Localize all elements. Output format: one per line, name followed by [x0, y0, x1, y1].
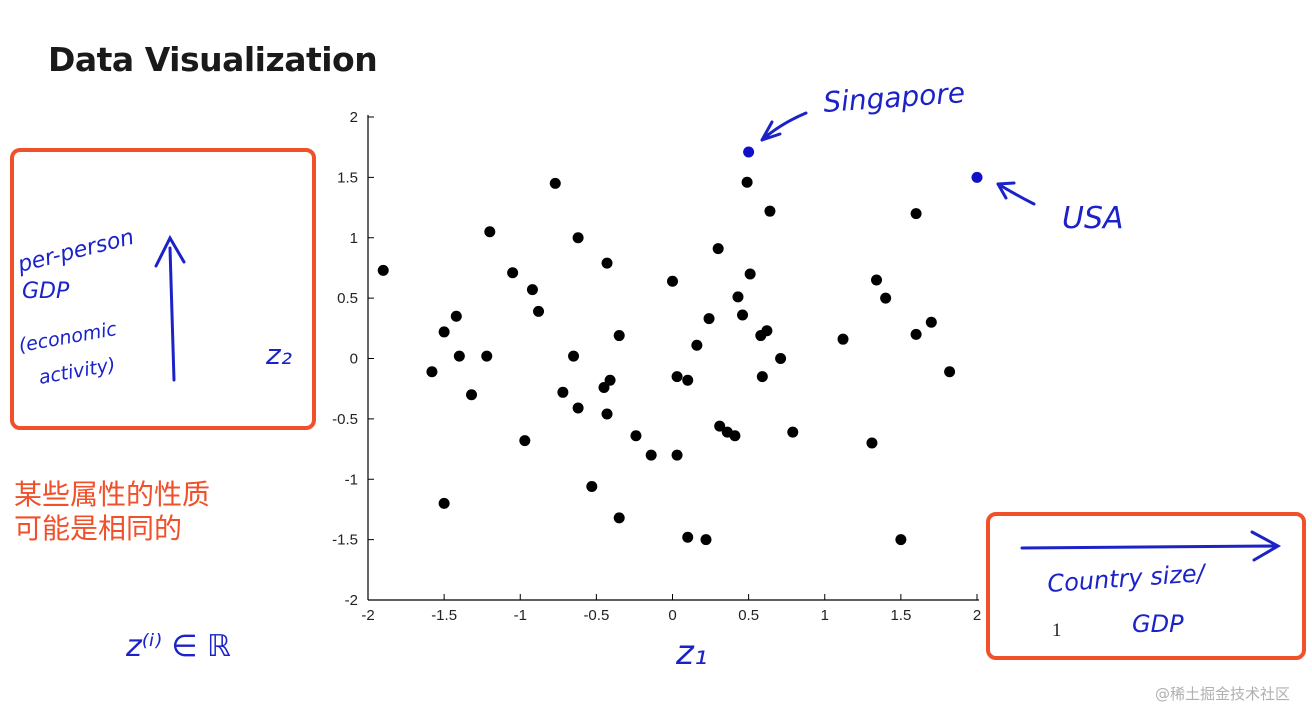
y-tick-label: -1 — [345, 471, 358, 488]
data-point — [871, 274, 883, 286]
y-tick-label: 0.5 — [337, 290, 358, 307]
data-point — [604, 374, 616, 386]
data-point — [925, 316, 937, 328]
x-tick-label: -0.5 — [583, 607, 609, 624]
watermark: @稀土掘金技术社区 — [1154, 685, 1290, 703]
data-point — [671, 371, 683, 383]
data-point — [613, 330, 625, 342]
page-number: 1 — [1052, 620, 1062, 641]
data-point — [866, 437, 878, 449]
x-tick-label: 1.5 — [890, 607, 911, 624]
x-tick-label: -2 — [361, 607, 374, 624]
data-point — [671, 449, 683, 461]
data-point — [761, 325, 773, 337]
plot-points — [377, 146, 983, 546]
data-point — [484, 226, 496, 238]
data-point — [667, 275, 678, 287]
data-point — [438, 497, 450, 509]
data-point — [613, 512, 625, 524]
data-point — [533, 305, 545, 317]
data-point — [837, 333, 849, 345]
chinese-note-line-1: 某些属性的性质 — [14, 478, 211, 511]
usa-arrow-icon — [996, 181, 1036, 206]
data-point — [737, 309, 749, 321]
x-right-arrow-icon — [1020, 530, 1282, 562]
y-tick-label: 1.5 — [337, 169, 358, 186]
data-point — [481, 350, 493, 362]
y-tick-label: 0 — [350, 351, 358, 368]
singapore-label: Singapore — [822, 76, 966, 119]
data-point — [729, 430, 741, 442]
highlighted-data-point — [971, 171, 983, 183]
data-point — [526, 284, 538, 296]
data-point — [453, 350, 465, 362]
data-point — [775, 353, 787, 364]
data-point — [645, 449, 657, 461]
x-note-highlight-box — [986, 512, 1306, 660]
formula-label: z⁽ⁱ⁾ ∈ ℝ — [125, 629, 231, 664]
data-point — [682, 374, 694, 386]
data-point — [519, 435, 531, 447]
data-point — [732, 291, 744, 303]
data-point — [700, 534, 712, 546]
data-point — [895, 534, 907, 546]
singapore-arrow-icon — [760, 111, 808, 142]
data-point — [682, 531, 694, 543]
x-tick-label: 1 — [821, 607, 829, 624]
data-point — [714, 420, 726, 432]
data-point — [450, 310, 462, 322]
y-tick-label: 1 — [350, 230, 358, 247]
z2-label: z₂ — [265, 338, 292, 371]
x-tick-label: -1 — [514, 607, 527, 624]
data-point — [601, 408, 613, 420]
y-tick-label: -1.5 — [332, 532, 358, 549]
data-point — [910, 208, 922, 220]
x-tick-label: 2 — [973, 607, 981, 624]
data-point — [630, 430, 642, 442]
usa-label: USA — [1062, 201, 1124, 236]
highlighted-data-point — [743, 146, 755, 158]
data-point — [507, 267, 519, 279]
data-point — [572, 232, 584, 244]
data-point — [787, 426, 799, 438]
data-point — [572, 402, 584, 414]
data-point — [601, 257, 613, 269]
data-point — [756, 371, 768, 383]
y-tick-label: -0.5 — [332, 411, 358, 428]
y-tick-label: 2 — [350, 109, 358, 126]
chinese-note-line-2: 可能是相同的 — [14, 512, 183, 545]
data-point — [549, 177, 561, 189]
y-note-highlight-box — [10, 148, 316, 430]
data-point — [703, 313, 715, 325]
data-point — [377, 264, 389, 276]
y-note-line-2: GDP — [22, 279, 70, 304]
x-note-line-2: GDP — [1132, 610, 1184, 638]
plot-axes: -2 -1.5 -1 -0.5 0 0.5 1 1.5 2 2 1.5 1 0.5 0 -0.5 -1 -1.5… — [332, 109, 981, 624]
data-point — [568, 350, 580, 362]
x-tick-label: 0 — [668, 607, 676, 624]
data-point — [764, 205, 776, 217]
data-point — [466, 389, 478, 401]
data-point — [586, 480, 598, 492]
chinese-note: 某些属性的性质 可能是相同的 — [14, 478, 210, 546]
data-point — [910, 328, 922, 340]
y-tick-label: -2 — [345, 592, 358, 609]
data-point — [880, 292, 892, 304]
data-point — [557, 386, 569, 398]
data-point — [944, 366, 956, 378]
data-point — [691, 339, 703, 351]
data-point — [426, 366, 438, 378]
slide-title: Data Visualization — [48, 40, 378, 79]
data-point — [438, 326, 450, 338]
data-point — [744, 268, 756, 280]
x-tick-label: -1.5 — [431, 607, 457, 624]
data-point — [598, 381, 610, 393]
data-point — [741, 176, 753, 188]
y-up-arrow-icon — [154, 234, 186, 382]
x-tick-label: 0.5 — [738, 607, 759, 624]
z1-label: z₁ — [675, 633, 707, 673]
data-point — [712, 243, 724, 255]
